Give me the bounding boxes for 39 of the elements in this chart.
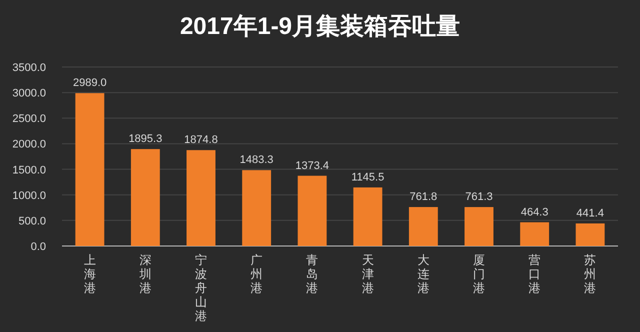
data-label: 1483.3 bbox=[240, 154, 274, 166]
y-tick-label: 1500.0 bbox=[12, 164, 46, 176]
x-tick-label: 广州港 bbox=[250, 253, 263, 295]
y-tick-label: 3000.0 bbox=[12, 88, 46, 100]
data-label: 2989.0 bbox=[72, 77, 107, 90]
x-tick-label: 青岛港 bbox=[306, 253, 318, 295]
chart-title: 2017年1-9月集装箱吞吐量 bbox=[180, 13, 460, 40]
bar bbox=[298, 176, 327, 246]
x-tick-label: 营口港 bbox=[528, 253, 541, 295]
data-label: 761.8 bbox=[410, 191, 438, 204]
bar bbox=[408, 207, 438, 246]
y-tick-label: 500.0 bbox=[18, 215, 46, 228]
data-label: 1145.5 bbox=[351, 171, 384, 184]
bar bbox=[242, 170, 272, 246]
x-tick-label: 深圳港 bbox=[138, 253, 152, 295]
bar bbox=[520, 222, 550, 246]
y-tick-label: 2500.0 bbox=[12, 113, 46, 126]
y-tick-label: 1000.0 bbox=[12, 190, 46, 202]
bar bbox=[130, 149, 160, 246]
data-label: 464.3 bbox=[520, 206, 548, 218]
data-label: 1874.8 bbox=[184, 134, 218, 146]
y-tick-label: 3500.0 bbox=[12, 62, 46, 74]
bar bbox=[75, 93, 104, 246]
bar bbox=[186, 150, 216, 246]
data-label: 441.4 bbox=[576, 207, 604, 220]
x-tick-label: 天津港 bbox=[362, 253, 374, 295]
x-tick-label: 苏州港 bbox=[584, 253, 596, 295]
bar bbox=[576, 223, 605, 246]
x-tick-label: 宁波舟山港 bbox=[195, 253, 207, 323]
y-tick-label: 2000.0 bbox=[12, 138, 46, 151]
y-tick-label: 0.0 bbox=[30, 241, 46, 253]
x-tick-label: 上海港 bbox=[84, 253, 96, 295]
bar bbox=[353, 187, 382, 246]
data-label: 761.3 bbox=[465, 191, 493, 204]
x-tick-label: 厦门港 bbox=[473, 253, 485, 295]
data-label: 1895.3 bbox=[128, 133, 162, 146]
x-tick-label: 大连港 bbox=[417, 253, 430, 295]
data-label: 1373.4 bbox=[295, 160, 330, 172]
bar bbox=[464, 207, 494, 246]
